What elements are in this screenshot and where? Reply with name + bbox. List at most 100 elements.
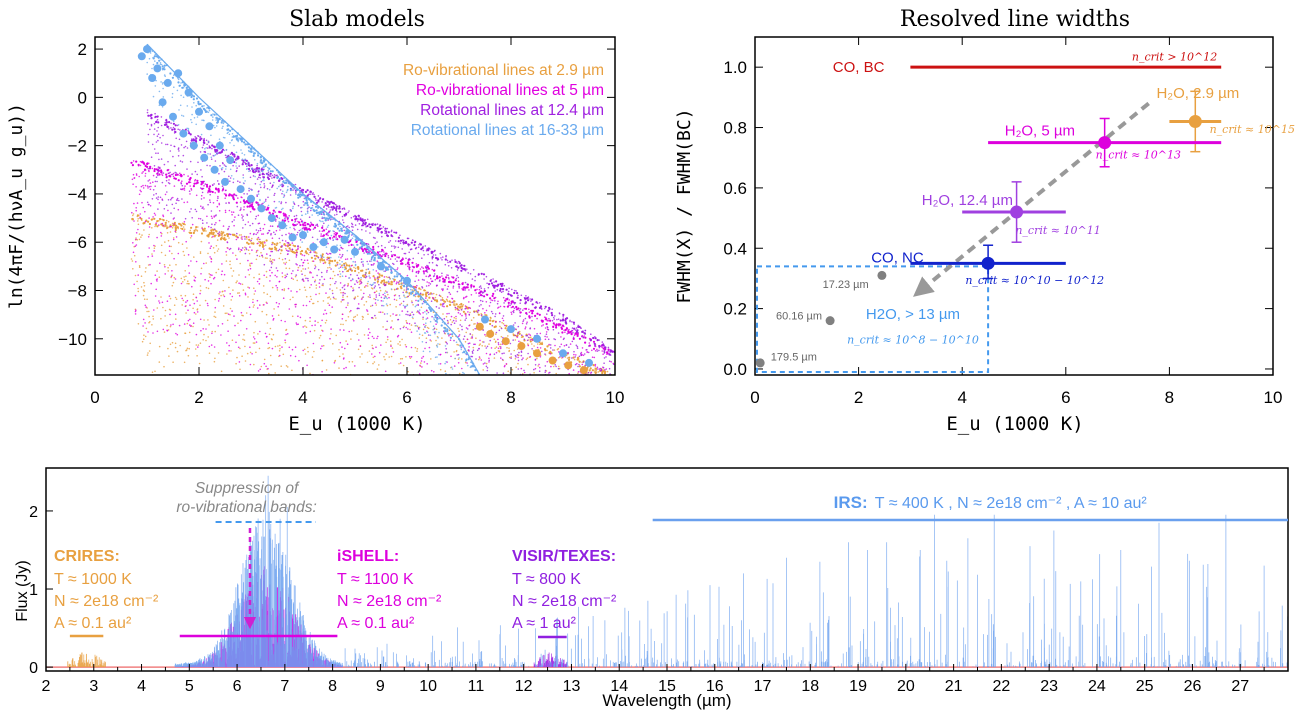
slab-dot [494,347,496,350]
slab-dot [342,292,344,294]
slab-dot [294,383,296,385]
slab-dot [612,424,614,426]
slab-dot [390,230,393,233]
slab-edge-dot [160,169,163,172]
slab-dot [221,168,223,171]
slab-dot [582,463,584,465]
slab-edge-dot [584,341,587,344]
slab-dot [453,365,456,367]
slab-edge-dot [202,229,205,232]
slab-dot [427,379,429,381]
slab-edge-dot [493,297,496,300]
slab-edge-dot [331,208,334,211]
slab-edge-dot [555,326,558,329]
slab-dot [363,304,366,306]
slab-edge-dot [147,220,150,223]
slab-dot [464,305,467,307]
slab-dot [396,281,398,283]
slab-dot [410,346,413,349]
slab-dot [590,461,592,463]
slab-dot [347,302,349,304]
slab-dot [138,175,140,178]
slab-dot [598,412,600,414]
slab-dot [297,323,300,326]
slab-dot [533,435,535,437]
slab-edge-dot [417,270,420,273]
slab-edge-dot [474,289,477,292]
slab-dot [144,172,147,175]
slab-dot [546,313,548,315]
slab-edge-dot [531,312,534,315]
slab-dot [406,237,409,240]
slab-dot [526,313,528,316]
slab-edge-dot [362,222,365,225]
slab-dot [470,422,472,424]
slab-dot [357,295,359,298]
slab-dot [347,316,350,318]
slab-dot [603,357,606,359]
slab-dot [148,179,151,181]
slab-edge-dot [364,223,367,226]
slab-dot [575,410,577,412]
slab-dot [199,304,201,307]
slab-dot [152,189,155,191]
slab-dot [284,320,286,323]
slab-dot [207,225,210,228]
slab-dot [482,307,484,310]
slab-dot [203,262,205,265]
slab-dot [229,247,232,250]
slab-dot [402,326,405,329]
slab-edge-dot [211,190,214,194]
slab-dot [600,451,602,453]
slab-dot [166,300,169,303]
slab-dot [151,255,154,257]
slab-dot [482,369,485,371]
slab-dot [285,267,288,270]
slab-dot [544,307,546,310]
slab-dot [533,390,535,392]
slab-edge-dot [581,330,584,333]
slab-dot [435,264,438,266]
slab-dot [155,192,157,195]
slab-dot [426,363,429,365]
slab-dot [230,350,232,352]
slab-dot [214,223,216,226]
slab-dot [383,356,385,358]
slab-dot [420,288,422,291]
slab-dot [405,289,408,291]
slab-dot [258,273,261,276]
slab-dot [285,201,287,204]
slab-dot [508,349,511,352]
slab-dot [552,365,555,368]
slab-dot [296,231,299,234]
slab-dot [502,290,504,293]
slab-edge-dot [361,224,364,227]
slab-dot [488,357,490,360]
slab-dot [341,313,344,316]
slab-dot [271,347,274,350]
slab-dot [406,274,409,277]
slab-dot [231,220,234,223]
slab-dot [421,257,423,260]
slab-dot [577,372,579,375]
slab-dot [580,327,582,330]
slab-dot [295,224,297,227]
slab-dot [344,262,347,264]
slab-dot [527,413,529,415]
slab-dot [598,349,600,352]
slab-dot [135,237,137,239]
slab-edge-dot [265,239,268,242]
slab-dot [310,221,312,224]
slab-dot [573,415,575,417]
slab-dot [154,185,156,187]
slab-dot [371,287,374,290]
slab-dot [553,338,555,340]
slab-dot [183,254,186,257]
slab-dot [570,380,572,382]
slab-dot [390,270,393,272]
slab-dot [153,247,156,249]
slab-dot [597,425,599,427]
slab-edge-dot [577,325,580,328]
slab-dot [374,302,377,304]
slab-edge-dot [153,217,156,220]
